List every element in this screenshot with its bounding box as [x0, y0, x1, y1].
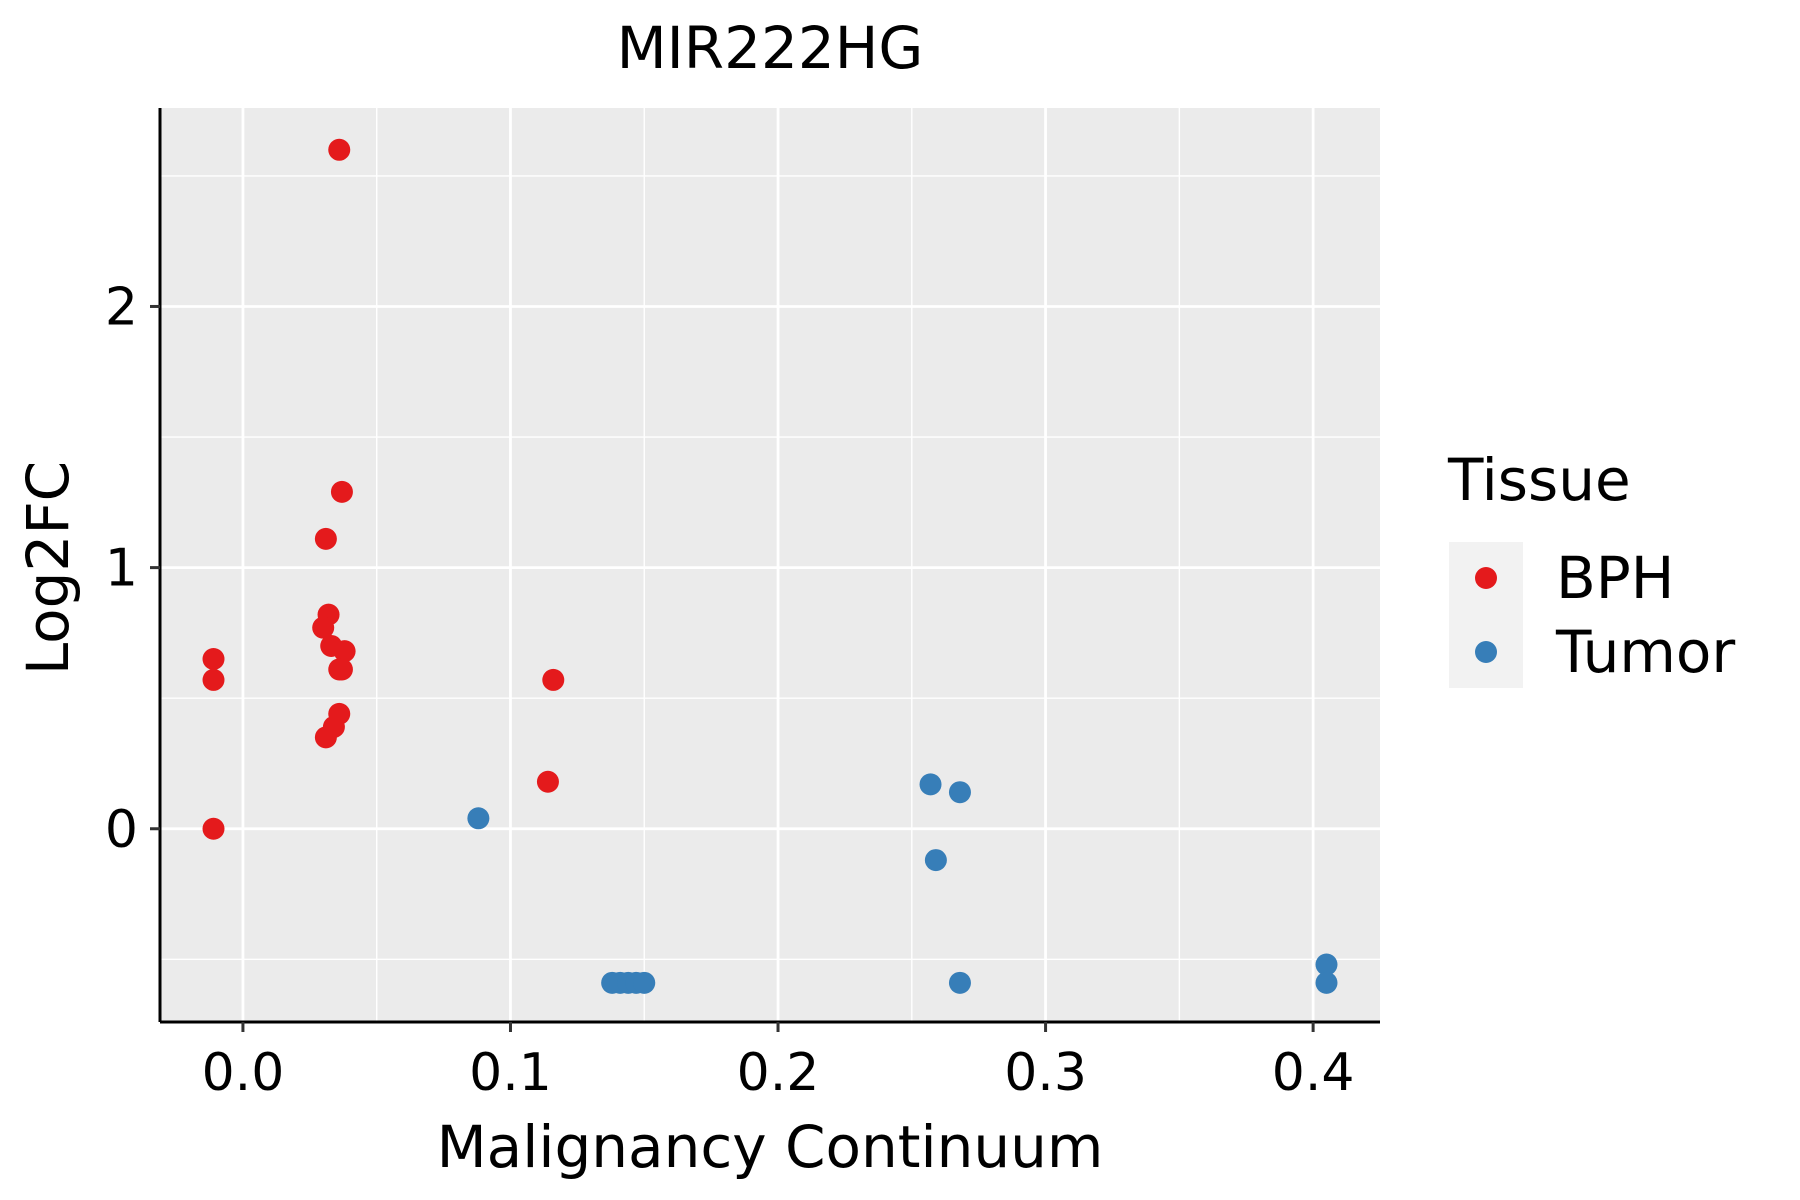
x-axis-ticks: 0.0 0.1 0.2 0.3 0.4 [202, 1022, 1355, 1103]
plot-panel [160, 108, 1380, 1022]
data-point-tumor [1315, 953, 1338, 976]
data-point-tumor [948, 781, 971, 804]
y-tick-label: 1 [105, 539, 138, 599]
chart-title: MIR222HG [617, 14, 924, 82]
data-point-bph [202, 648, 225, 671]
data-point-tumor [919, 773, 942, 796]
data-point-bph [202, 817, 225, 840]
data-point-bph [330, 658, 353, 681]
data-point-bph [314, 726, 337, 749]
data-point-bph [312, 616, 335, 639]
legend-keys-background [1449, 542, 1523, 688]
data-point-tumor [633, 971, 656, 994]
y-axis-ticks: 0 1 2 [105, 277, 160, 860]
legend-key-bph [1475, 567, 1497, 589]
y-axis-label: Log2FC [14, 461, 82, 675]
data-point-tumor [924, 849, 947, 872]
legend-label-tumor: Tumor [1555, 618, 1735, 686]
x-tick-label: 0.4 [1272, 1043, 1355, 1103]
data-point-bph [202, 668, 225, 691]
grid-major [160, 108, 1380, 1022]
x-axis-label: Malignancy Continuum [437, 1113, 1104, 1181]
x-tick-label: 0.2 [737, 1043, 820, 1103]
data-point-tumor [948, 971, 971, 994]
data-point-tumor [467, 807, 490, 830]
data-point-tumor [1315, 971, 1338, 994]
legend-label-bph: BPH [1556, 544, 1674, 612]
legend-key-tumor [1475, 641, 1497, 663]
grid-minor [160, 108, 1380, 1022]
data-point-bph [536, 770, 559, 793]
y-tick-label: 0 [105, 800, 138, 860]
data-point-bph [330, 480, 353, 503]
x-tick-label: 0.3 [1004, 1043, 1087, 1103]
data-point-bph [328, 138, 351, 161]
data-point-bph [314, 527, 337, 550]
data-point-bph [333, 640, 356, 663]
y-tick-label: 2 [105, 277, 138, 337]
x-tick-label: 0.0 [202, 1043, 285, 1103]
data-points [202, 138, 1338, 994]
data-point-bph [542, 668, 565, 691]
legend-title: Tissue [1447, 446, 1631, 514]
x-tick-label: 0.1 [469, 1043, 552, 1103]
